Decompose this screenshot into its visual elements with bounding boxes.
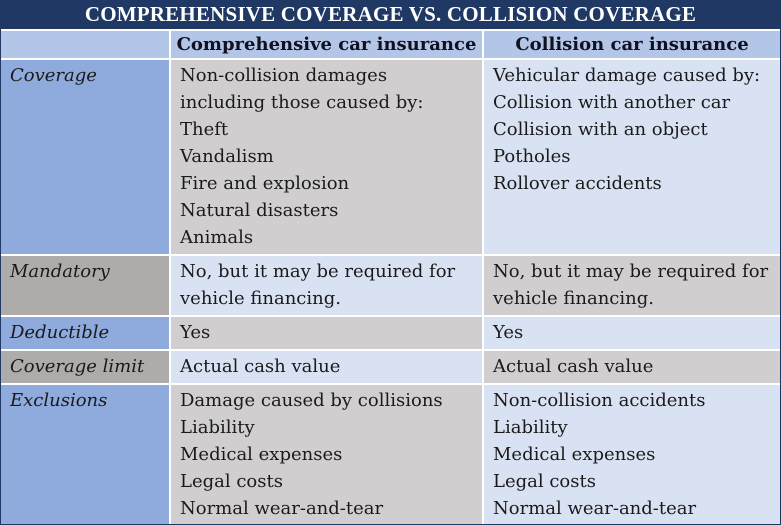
header-collision: Collision car insurance (484, 31, 780, 58)
cell-line: Collision with another car (493, 92, 731, 113)
row-label-coverage: Coverage (1, 60, 169, 254)
cell-coverage-limit-collision: Actual cash value (484, 351, 780, 383)
row-label-deductible: Deductible (1, 317, 169, 349)
cell-line: Natural disasters (180, 200, 339, 221)
cell-line: Legal costs (180, 471, 283, 492)
cell-line: Yes (180, 322, 211, 343)
cell-mandatory-comprehensive: No, but it may be required for vehicle f… (171, 256, 482, 315)
cell-line: vehicle financing. (493, 288, 654, 309)
cell-line: Actual cash value (180, 356, 341, 377)
cell-coverage-limit-comprehensive: Actual cash value (171, 351, 482, 383)
cell-line: Normal wear-and-tear (180, 498, 384, 519)
cell-line: No, but it may be required for (180, 261, 456, 282)
cell-mandatory-collision: No, but it may be required for vehicle f… (484, 256, 780, 315)
cell-line: Fire and explosion (180, 173, 350, 194)
cell-coverage-collision: Vehicular damage caused by: Collision wi… (484, 60, 780, 254)
cell-line: Yes (493, 322, 524, 343)
cell-line: Liability (180, 417, 255, 438)
cell-line: Collision with an object (493, 119, 708, 140)
row-label-coverage-limit: Coverage limit (1, 351, 169, 383)
cell-line: Normal wear-and-tear (493, 498, 697, 519)
cell-line: vehicle financing. (180, 288, 341, 309)
cell-line: Non-collision accidents (493, 390, 706, 411)
cell-line: Actual cash value (493, 356, 654, 377)
cell-deductible-collision: Yes (484, 317, 780, 349)
cell-line: Damage caused by collisions (180, 390, 443, 411)
cell-line: including those caused by: (180, 92, 424, 113)
table-title: COMPREHENSIVE COVERAGE VS. COLLISION COV… (1, 0, 780, 29)
header-comprehensive: Comprehensive car insurance (171, 31, 482, 58)
cell-exclusions-collision: Non-collision accidents Liability Medica… (484, 385, 780, 524)
cell-line: No, but it may be required for (493, 261, 769, 282)
cell-coverage-comprehensive: Non-collision damages including those ca… (171, 60, 482, 254)
cell-exclusions-comprehensive: Damage caused by collisions Liability Me… (171, 385, 482, 524)
cell-deductible-comprehensive: Yes (171, 317, 482, 349)
table-grid: Comprehensive car insurance Collision ca… (1, 31, 780, 524)
cell-line: Rollover accidents (493, 173, 662, 194)
header-empty-cell (1, 31, 169, 58)
cell-line: Liability (493, 417, 568, 438)
cell-line: Vehicular damage caused by: (493, 65, 761, 86)
cell-line: Animals (180, 227, 254, 248)
cell-line: Medical expenses (493, 444, 656, 465)
row-label-exclusions: Exclusions (1, 385, 169, 524)
cell-line: Medical expenses (180, 444, 343, 465)
cell-line: Theft (180, 119, 229, 140)
cell-line: Potholes (493, 146, 571, 167)
cell-line: Vandalism (180, 146, 274, 167)
cell-line: Non-collision damages (180, 65, 388, 86)
cell-line: Legal costs (493, 471, 596, 492)
row-label-mandatory: Mandatory (1, 256, 169, 315)
